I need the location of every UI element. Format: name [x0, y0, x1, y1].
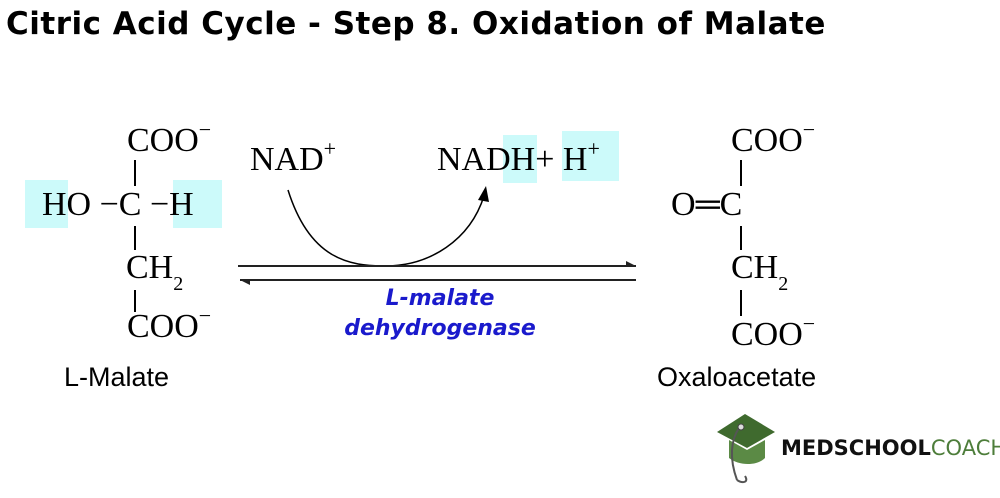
charge: −	[802, 311, 816, 336]
enzyme-name-line2: dehydrogenase	[344, 316, 536, 341]
oxaloacetate-top-group: COO	[731, 122, 803, 159]
nad-plus: NAD+	[250, 136, 336, 180]
charge: +	[587, 136, 600, 161]
oxaloacetate-bottom-group: COO	[731, 316, 803, 353]
hydroxyl-group: HO	[42, 186, 92, 223]
bond: −	[149, 186, 170, 223]
bond: −	[99, 186, 119, 223]
charge: +	[323, 136, 337, 161]
bond	[134, 290, 136, 312]
reactant-label: L-Malate	[64, 362, 170, 392]
forward-arrowhead-icon	[626, 261, 636, 266]
hydrogen: H	[169, 186, 194, 223]
charge: −	[802, 117, 816, 142]
malate-top-group: COO	[127, 122, 199, 159]
arrowhead-icon	[478, 186, 489, 202]
subscript: 2	[173, 273, 184, 295]
highlight-proton	[562, 131, 619, 181]
logo-text-bold: MEDSCHOOL	[781, 436, 931, 460]
bond	[134, 160, 136, 186]
carbonyl-carbon: C	[719, 186, 743, 223]
highlight-nadh-h	[503, 135, 537, 183]
cofactor-curve-arrow	[287, 189, 485, 267]
bond	[740, 290, 742, 316]
methylene-group: CH	[126, 249, 174, 286]
product-label: Oxaloacetate	[657, 362, 817, 392]
nadh-plus-h: NADH+ H+	[437, 136, 600, 180]
bond	[740, 160, 742, 186]
page-title: Citric Acid Cycle - Step 8. Oxidation of…	[6, 6, 826, 42]
bond	[134, 226, 136, 250]
carbonyl-oxygen: O	[671, 186, 696, 223]
plus-sign: +	[535, 141, 555, 178]
graduation-cap-icon	[717, 414, 775, 484]
proton: H	[562, 141, 588, 178]
subscript: 2	[778, 273, 789, 295]
nadh-hydrogen: H	[510, 141, 536, 178]
nad-text: NAD	[250, 141, 324, 178]
bond	[740, 226, 742, 250]
highlight-ho	[25, 180, 68, 228]
alpha-carbon: C	[118, 186, 142, 223]
methylene-group: CH	[731, 249, 779, 286]
charge: −	[198, 117, 212, 142]
nad-text: NAD	[437, 141, 511, 178]
malate-bottom-group: COO	[127, 308, 199, 345]
highlight-h	[173, 180, 222, 228]
reverse-arrowhead-icon	[240, 280, 250, 285]
double-bond: ═	[695, 186, 720, 223]
enzyme-name-line1: L-malate	[385, 286, 495, 311]
logo-text-light: COACH	[930, 436, 1000, 460]
charge: −	[198, 303, 212, 328]
